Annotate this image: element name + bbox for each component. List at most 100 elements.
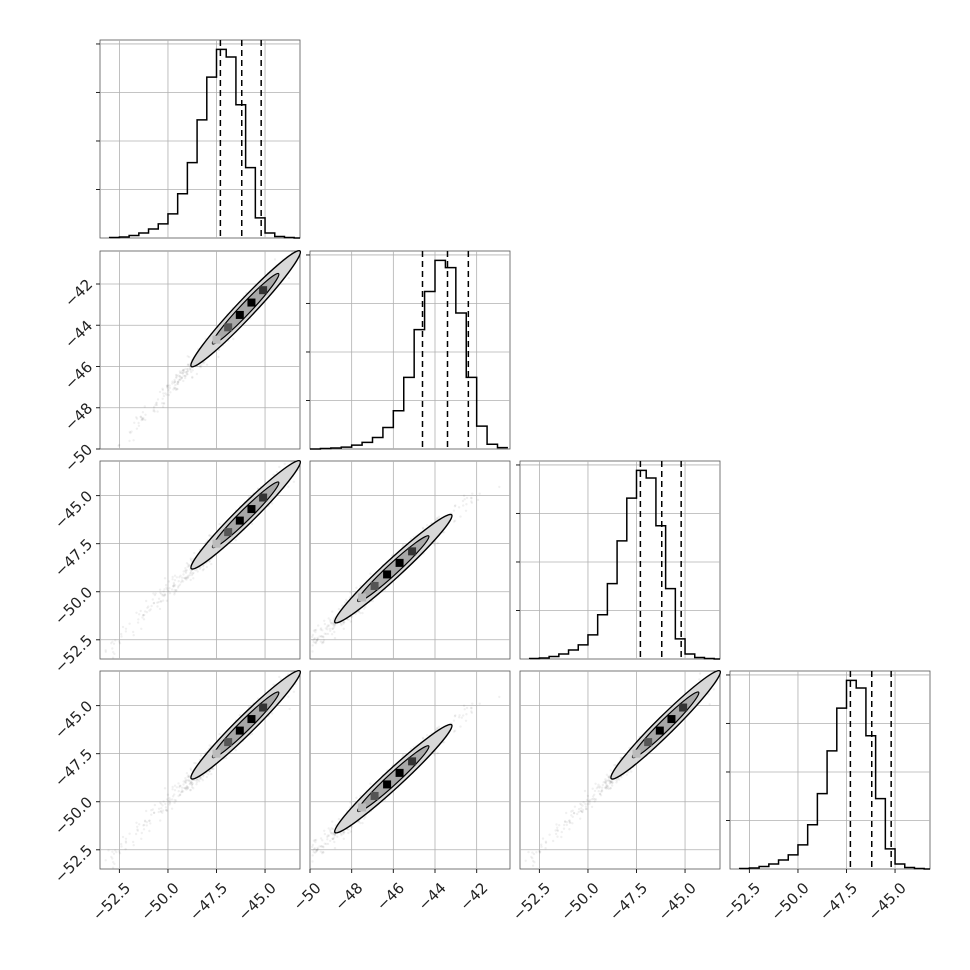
sample-point [584,802,587,806]
sample-point [498,695,501,699]
sample-point [177,790,180,793]
sample-point [163,577,167,580]
sample-point [442,741,446,744]
sample-point [320,845,323,848]
sample-point [168,587,171,590]
sample-point [173,378,176,382]
sample-point [150,813,153,816]
sample-point [151,808,154,811]
sample-point [145,599,148,603]
sample-point [452,719,456,722]
sample-point [186,786,189,790]
sample-point [181,372,184,375]
sample-point [332,624,336,627]
sample-point [133,421,136,424]
sample-point [173,574,177,577]
sample-point [313,847,316,850]
sample-point [326,632,330,636]
scatter-panel-1-4 [99,669,302,870]
sample-point [179,378,182,381]
sample-point [208,744,211,747]
sample-point [333,623,336,626]
sample-point [140,837,143,840]
histogram-step-series [108,48,300,239]
density-core [212,493,268,548]
sample-point [184,374,187,378]
sample-point [317,624,320,627]
sample-point [311,635,314,638]
sample-point [325,842,328,846]
sample-point [189,782,192,785]
sample-point [155,402,158,405]
sample-point [347,618,350,621]
sample-point [178,576,181,579]
sample-point [336,835,339,838]
sample-point [180,579,184,582]
sample-point [326,838,329,841]
sample-point [333,636,337,640]
sample-point [185,562,189,565]
sample-point [292,480,296,483]
sample-point [120,845,123,848]
sample-point [188,363,191,367]
sample-point [465,503,468,506]
sample-point [320,635,323,638]
sample-point [164,392,167,395]
sample-point [141,616,144,619]
sample-point [188,574,191,577]
sample-point [292,690,296,693]
sample-point [425,524,429,527]
sample-point [452,509,456,512]
sample-point [565,811,568,815]
sample-point [208,534,211,537]
sample-point [128,832,131,835]
sample-point [470,501,474,504]
sample-point [160,402,164,405]
sample-point [436,542,439,545]
sample-point [141,613,145,617]
sample-point [166,384,169,387]
sample-point [588,802,591,805]
sample-point [140,417,143,420]
sample-point [173,380,177,383]
sample-point [154,403,157,407]
sample-point [250,732,254,736]
sample-point [421,736,425,739]
sample-point [193,761,196,765]
sample-point [182,783,185,786]
sample-point [234,538,237,542]
sample-point [191,376,194,379]
sample-point [605,773,609,776]
sample-point [186,576,189,580]
sample-point [322,846,325,849]
sample-point [199,754,203,757]
sample-point [173,591,176,594]
sample-point [140,831,143,835]
sample-point [272,473,275,476]
sample-point [199,365,202,368]
sample-point [176,381,179,384]
sample-point [331,837,334,840]
sample-point [287,276,290,280]
sample-point [184,777,187,780]
sample-point [556,829,559,833]
sample-point [173,387,176,390]
sample-point [544,847,547,850]
sample-point [153,803,157,807]
sample-point [362,607,366,610]
sample-point [234,748,237,752]
sample-point [153,593,157,597]
sample-point [184,570,187,573]
sample-point [182,368,185,372]
sample-point [191,375,194,379]
sample-point [156,410,159,413]
histogram-step-series [738,679,930,870]
sample-point [156,398,160,401]
density-cell [235,726,244,735]
sample-point [470,497,473,500]
histogram-panel-2 [306,250,511,450]
sample-point [332,626,336,629]
sample-point [321,640,325,644]
sample-point [111,866,115,869]
sample-point [137,424,141,427]
